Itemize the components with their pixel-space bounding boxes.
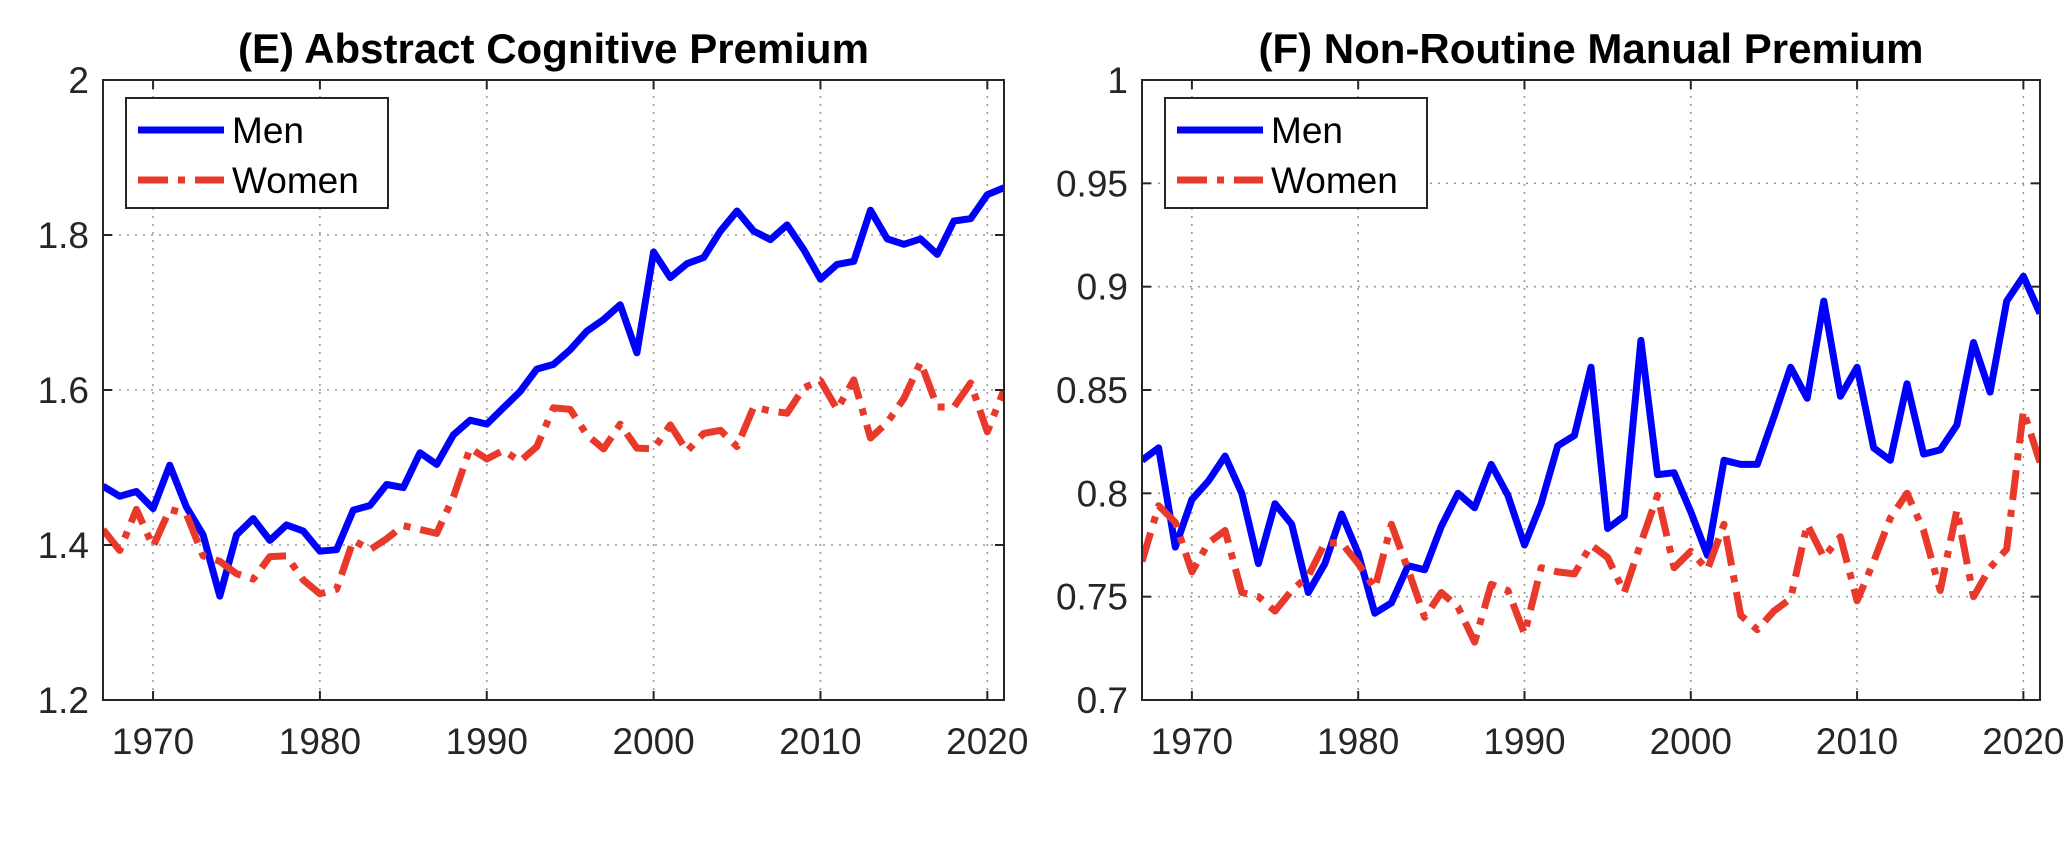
panel-e: 1970 1980 1990 2000 2010 2020 1.2 1.4 1.6 1.8 2 (E)… (38, 25, 1029, 762)
y-tick-label: 1.2 (38, 680, 89, 721)
series-line-men (1142, 272, 2040, 617)
x-tick-label: 2000 (612, 721, 694, 762)
legend-label-women: Women (232, 160, 359, 201)
legend-box (1164, 97, 1428, 209)
legend-label-men: Men (1271, 110, 1343, 151)
x-tick-label: 2000 (1650, 721, 1732, 762)
y-tick-label: 1.6 (38, 370, 89, 411)
panel-f: 1970 1980 1990 2000 2010 2020 0.7 0.75 0.8 0.85 0.… (1056, 25, 2065, 762)
x-tick-label: 2020 (1982, 721, 2064, 762)
y-tick-label: 1.8 (38, 215, 89, 256)
x-tick-label: 2010 (779, 721, 861, 762)
legend-label-men: Men (232, 110, 304, 151)
x-tick-label: 1990 (446, 721, 528, 762)
x-tick-label: 2020 (946, 721, 1028, 762)
y-tick-label: 2 (68, 60, 89, 101)
x-tick-label: 1980 (1317, 721, 1399, 762)
legend-label-women: Women (1271, 160, 1398, 201)
chart-title: (F) Non-Routine Manual Premium (1259, 25, 1924, 72)
y-tick-label: 0.9 (1077, 267, 1128, 308)
series-line-women (103, 358, 1004, 598)
y-tick-label: 0.85 (1056, 370, 1128, 411)
legend: Men Women (125, 97, 389, 209)
y-tick-label: 1.4 (38, 525, 89, 566)
y-tick-label: 1 (1107, 60, 1128, 101)
legend-box (125, 97, 389, 209)
y-tick-label: 0.8 (1077, 473, 1128, 514)
x-tick-label: 1990 (1483, 721, 1565, 762)
legend: Men Women (1164, 97, 1428, 209)
x-tick-label: 2010 (1816, 721, 1898, 762)
y-tick-label: 0.7 (1077, 680, 1128, 721)
x-tick-label: 1970 (112, 721, 194, 762)
x-tick-label: 1980 (279, 721, 361, 762)
series-line-men (103, 184, 1004, 600)
series-line-women (1142, 407, 2040, 646)
x-tick-label: 1970 (1151, 721, 1233, 762)
y-tick-label: 0.75 (1056, 577, 1128, 618)
y-tick-label: 0.95 (1056, 163, 1128, 204)
chart-title: (E) Abstract Cognitive Premium (238, 25, 869, 72)
